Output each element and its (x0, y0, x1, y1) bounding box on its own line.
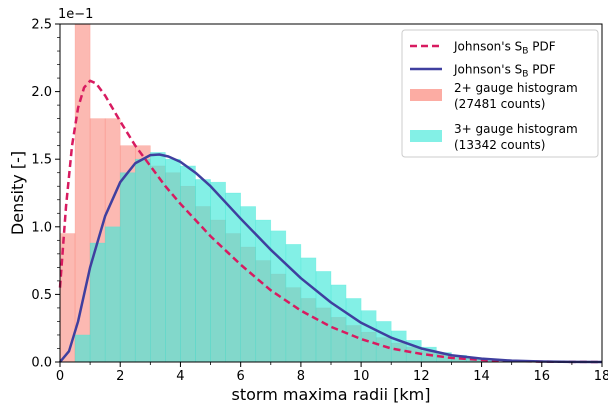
hist-bar-3plus (225, 192, 241, 363)
x-tick-label: 2 (116, 369, 124, 384)
legend-label-main: Johnson's S (453, 63, 522, 77)
legend-label-suffix: PDF (528, 40, 555, 54)
hist-bar-3plus (330, 284, 347, 363)
hist-bar-3plus (104, 226, 121, 363)
x-tick-label: 16 (534, 369, 551, 384)
legend-swatch-patch (410, 89, 442, 101)
y-tick-label: 2.0 (31, 85, 52, 100)
legend-label-subscript: B (522, 70, 528, 80)
y-tick-label: 1.0 (31, 220, 52, 235)
hist-bar-3plus (300, 257, 317, 363)
legend-label-line2: (27481 counts) (454, 97, 545, 111)
y-axis-label: Density [-] (8, 151, 27, 235)
x-tick-label: 10 (353, 369, 370, 384)
hist-bar-3plus (210, 181, 226, 363)
legend-label-suffix: PDF (528, 63, 555, 77)
y-tick-label: 0.0 (31, 356, 52, 371)
x-tick-label: 4 (176, 369, 184, 384)
x-tick-label: 0 (56, 369, 64, 384)
x-tick-label: 8 (297, 369, 305, 384)
x-tick-label: 18 (594, 369, 608, 384)
hist-bar-3plus (360, 310, 377, 363)
legend-label: Johnson's SB PDF (453, 63, 556, 80)
legend-label: Johnson's SB PDF (453, 40, 556, 57)
x-tick-label: 6 (237, 369, 245, 384)
legend-swatch-patch (410, 130, 442, 142)
hist-bar-3plus (180, 165, 196, 363)
hist-bar-3plus (134, 158, 151, 363)
pdf-curve-solid (59, 153, 603, 364)
y-tick-label: 2.5 (31, 18, 52, 33)
y-tick-label: 0.5 (31, 288, 52, 303)
hist-bar-3plus (74, 334, 91, 363)
x-axis-label: storm maxima radii [km] (232, 385, 431, 404)
x-tick-label: 12 (413, 369, 430, 384)
legend-label-line1: 3+ gauge histogram (454, 122, 578, 136)
legend-box (401, 29, 599, 158)
hist-bar-2plus (74, 23, 91, 363)
legend-label-subscript: B (522, 47, 528, 57)
legend-label-main: Johnson's S (453, 40, 522, 54)
pdf-curve-dashed (58, 79, 603, 364)
y-tick-label: 1.5 (31, 153, 52, 168)
hist-bar-3plus (315, 271, 332, 363)
y-axis-ticks: 0.0 0.5 1.0 1.5 2.0 2.5 (31, 18, 60, 371)
legend-label-line2: (13342 counts) (454, 138, 545, 152)
hist-bar-3plus (375, 321, 392, 363)
hist-bar-3plus (345, 298, 362, 363)
legend-label-line1: 2+ gauge histogram (454, 81, 578, 95)
x-axis-ticks: 0 2 4 6 8 10 12 14 16 18 (56, 362, 608, 384)
x-tick-label: 14 (473, 369, 490, 384)
hist-bar-3plus (150, 152, 166, 363)
hist-bar-3plus (195, 179, 211, 363)
pdf-curves (58, 79, 603, 364)
y-axis-offset-text: 1e−1 (58, 7, 93, 22)
hist-bar-3plus (240, 206, 257, 363)
hist-bar-3plus (119, 172, 136, 363)
hist-bar-3plus (390, 330, 407, 363)
